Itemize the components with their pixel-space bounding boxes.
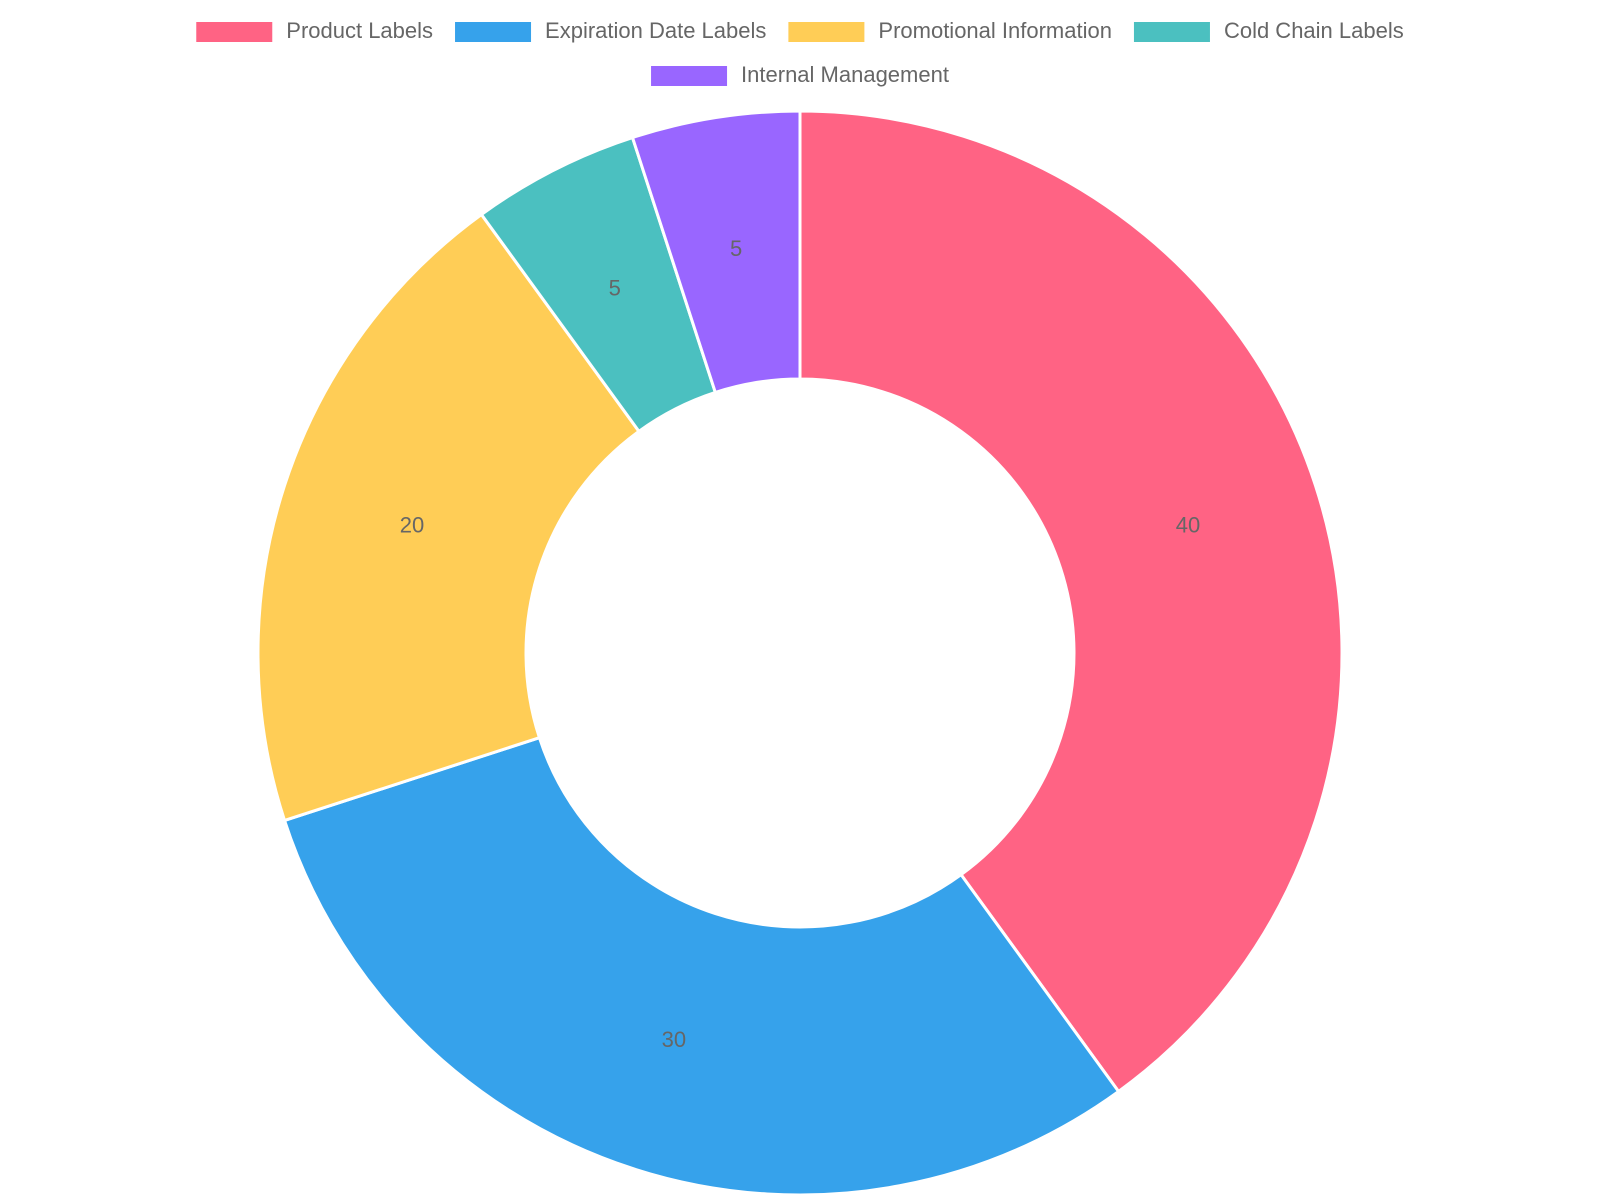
legend-label: Promotional Information: [878, 18, 1112, 43]
legend-label: Expiration Date Labels: [545, 18, 766, 43]
legend-item: Cold Chain Labels: [1133, 18, 1404, 43]
data-label: 5: [730, 236, 742, 261]
legend-swatch: [1133, 22, 1210, 42]
legend-label: Product Labels: [286, 18, 433, 43]
legend-label: Internal Management: [741, 62, 949, 87]
data-label: 30: [662, 1027, 686, 1052]
legend-item: Promotional Information: [788, 18, 1112, 43]
slice: [282, 735, 1121, 1197]
legend-item: Internal Management: [651, 62, 949, 87]
data-label: 5: [609, 275, 621, 300]
legend-swatch: [651, 66, 728, 86]
slice: [798, 109, 1344, 1094]
legend-swatch: [788, 22, 865, 42]
slice: [256, 212, 642, 823]
legend-swatch: [455, 22, 532, 42]
legend-swatch: [196, 22, 273, 42]
slice: [630, 109, 802, 395]
legend-label: Cold Chain Labels: [1224, 18, 1404, 43]
legend-item: Expiration Date Labels: [455, 18, 766, 43]
data-label: 20: [400, 513, 424, 538]
data-label: 40: [1176, 513, 1200, 538]
legend-item: Product Labels: [196, 18, 433, 43]
